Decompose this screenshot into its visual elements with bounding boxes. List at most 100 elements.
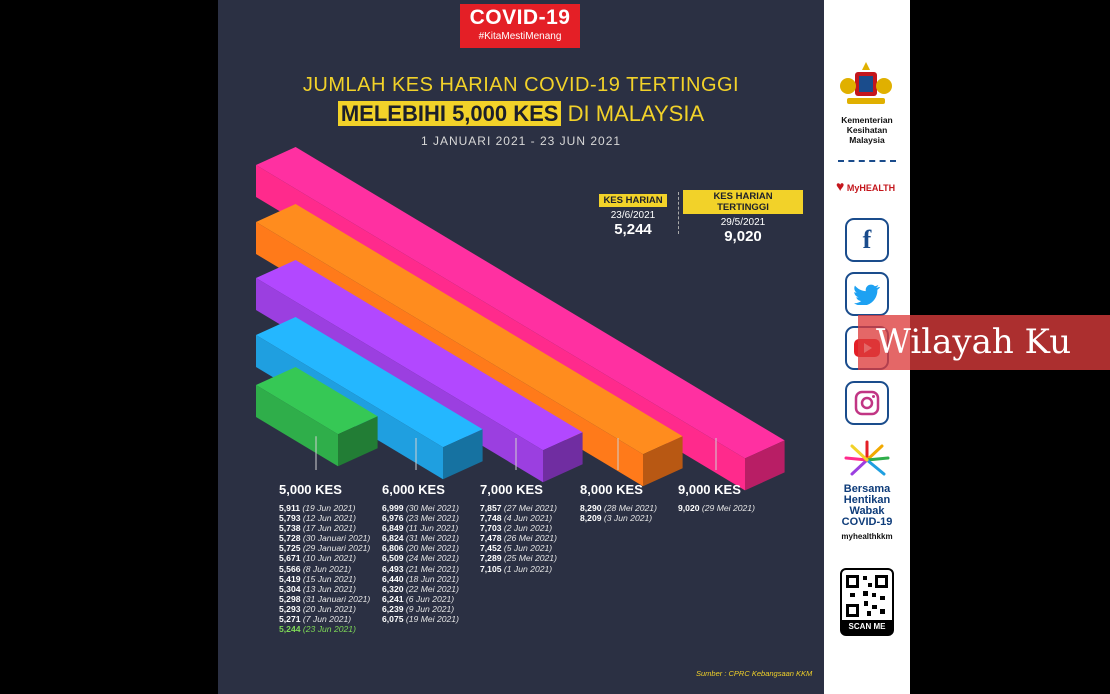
case-entry: 6,849 (11 Jun 2021) (382, 523, 459, 533)
case-date: (23 Mei 2021) (403, 513, 459, 524)
case-entry: 6,999 (30 Mei 2021) (382, 503, 459, 513)
case-entry: 5,298 (31 Januari 2021) (279, 594, 370, 604)
case-entry: 7,478 (26 Mei 2021) (480, 533, 557, 543)
case-entry: 9,020 (29 Mei 2021) (678, 503, 755, 513)
case-date: (3 Jun 2021) (601, 513, 653, 524)
case-date: (20 Jun 2021) (300, 603, 356, 614)
case-date: (13 Jun 2021) (300, 583, 356, 594)
case-count: 6,440 (382, 573, 404, 584)
highest-cases-label: KES HARIAN TERTINGGI (683, 190, 803, 214)
case-entry: 6,976 (23 Mei 2021) (382, 513, 459, 523)
instagram-icon[interactable] (845, 381, 889, 425)
case-count: 5,419 (279, 573, 301, 584)
slogan-line-3: Wabak (849, 505, 885, 517)
case-count: 5,725 (279, 543, 301, 554)
case-entry: 8,209 (3 Jun 2021) (580, 513, 657, 523)
case-entry: 5,244 (23 Jun 2021) (279, 624, 370, 634)
case-count: 6,239 (382, 603, 404, 614)
highest-cases-value: 9,020 (724, 228, 762, 245)
case-count: 7,857 (480, 503, 502, 513)
case-count: 6,320 (382, 583, 404, 594)
case-entry: 6,440 (18 Jun 2021) (382, 574, 459, 584)
bar-chart (256, 147, 785, 491)
bar-top-face (256, 367, 378, 435)
case-date: (15 Jun 2021) (300, 573, 356, 584)
case-date: (17 Jun 2021) (300, 523, 356, 534)
case-entry: 7,748 (4 Jun 2021) (480, 513, 557, 523)
case-date: (25 Mei 2021) (501, 553, 557, 564)
case-column: 9,000 KES 9,020 (29 Mei 2021) (678, 482, 755, 513)
date-range: 1 JANUARI 2021 - 23 JUN 2021 (420, 134, 622, 148)
myhealth-logo: ♥ MyHEALTH (836, 178, 900, 204)
case-date: (19 Jun 2021) (300, 503, 356, 513)
case-date: (2 Jun 2021) (501, 523, 553, 534)
case-count: 6,493 (382, 563, 404, 574)
ministry-line-3: Malaysia (849, 135, 885, 145)
case-entry: 7,452 (5 Jun 2021) (480, 543, 557, 553)
case-count: 5,738 (279, 523, 301, 534)
bar-end-face (338, 416, 378, 467)
highest-cases-box: KES HARIAN TERTINGGI 29/5/2021 9,020 (683, 190, 803, 245)
case-count: 5,244 (279, 624, 301, 635)
case-count: 9,020 (678, 503, 700, 513)
campaign-slogan: Bersama Hentikan Wabak COVID-19 (824, 484, 910, 528)
column-heading: 9,000 KES (678, 482, 741, 497)
case-date: (19 Mei 2021) (403, 614, 459, 625)
case-entry: 6,241 (6 Jun 2021) (382, 594, 459, 604)
myhealth-label: MyHEALTH (846, 183, 896, 193)
bar-top-face (256, 260, 583, 451)
campaign-burst-icon (844, 440, 890, 476)
case-date: (5 Jun 2021) (501, 543, 553, 554)
case-date: (29 Mei 2021) (699, 503, 755, 513)
case-count: 6,849 (382, 523, 404, 534)
case-date: (7 Jun 2021) (300, 614, 352, 625)
case-date: (31 Mei 2021) (403, 533, 459, 544)
qr-code[interactable]: SCAN ME (840, 568, 894, 636)
case-count: 6,976 (382, 513, 404, 524)
infographic-poster: COVID-19 #KitaMestiMenang JUMLAH KES HAR… (218, 0, 824, 694)
poster-title: JUMLAH KES HARIAN COVID-19 TERTINGGI (302, 74, 740, 96)
case-date: (12 Jun 2021) (300, 513, 356, 524)
case-count: 7,748 (480, 513, 502, 524)
case-count: 6,509 (382, 553, 404, 564)
case-entry: 6,239 (9 Jun 2021) (382, 604, 459, 614)
case-date: (11 Jun 2021) (403, 523, 459, 534)
case-date: (10 Jun 2021) (300, 553, 356, 564)
case-entry: 5,738 (17 Jun 2021) (279, 523, 370, 533)
case-date: (20 Mei 2021) (403, 543, 459, 554)
bar-top-face (256, 204, 683, 455)
case-entry: 8,290 (28 Mei 2021) (580, 503, 657, 513)
bar-end-face (643, 436, 683, 487)
case-column: 6,000 KES 6,999 (30 Mei 2021) 6,976 (23 Me… (382, 482, 459, 624)
heart-icon: ♥ (836, 178, 845, 194)
source-note: Sumber : CPRC Kebangsaan KKM (696, 669, 813, 678)
case-count: 5,566 (279, 563, 301, 574)
case-count: 5,671 (279, 553, 301, 564)
case-entry: 6,075 (19 Mei 2021) (382, 614, 459, 624)
daily-cases-date: 23/6/2021 (610, 210, 656, 221)
case-count: 5,298 (279, 593, 301, 604)
case-column: 8,000 KES 8,290 (28 Mei 2021) 8,209 (3 Jun… (580, 482, 657, 523)
bar-end-face (745, 440, 785, 491)
badge-hashtag: #KitaMestiMenang (478, 31, 562, 42)
case-count: 7,289 (480, 553, 502, 564)
column-heading: 6,000 KES (382, 482, 445, 497)
daily-cases-value: 5,244 (614, 221, 652, 238)
case-entry: 7,105 (1 Jun 2021) (480, 564, 557, 574)
case-date: (24 Mei 2021) (403, 553, 459, 564)
case-entry: 5,304 (13 Jun 2021) (279, 584, 370, 594)
twitter-icon[interactable] (845, 272, 889, 316)
case-date: (8 Jun 2021) (300, 563, 352, 574)
case-entry: 6,806 (20 Mei 2021) (382, 543, 459, 553)
case-date: (4 Jun 2021) (501, 513, 553, 524)
case-date: (6 Jun 2021) (403, 593, 455, 604)
watermark: Wilayah Ku (858, 315, 1110, 370)
case-column: 5,000 KES 5,911 (19 Jun 2021) 5,793 (12 Ju… (279, 482, 370, 634)
column-heading: 8,000 KES (580, 482, 643, 497)
social-handle: myhealthkkm (841, 532, 893, 541)
daily-cases-label: KES HARIAN (599, 194, 667, 207)
case-entry: 5,271 (7 Jun 2021) (279, 614, 370, 624)
facebook-icon[interactable]: f (845, 218, 889, 262)
qr-code-icon (846, 575, 888, 617)
case-date: (18 Jun 2021) (403, 573, 459, 584)
